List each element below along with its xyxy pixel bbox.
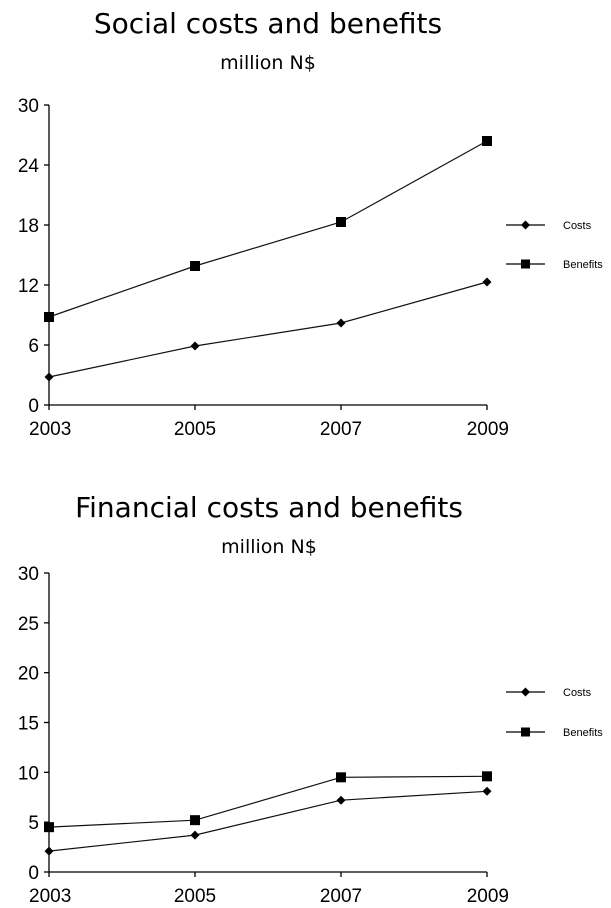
y-tick-label: 30 [18,564,39,585]
social-chart: Social costs and benefits million N$ 0 6 1… [18,7,603,440]
y-tick-label: 10 [18,763,39,784]
x-ticks: 2003 2005 2007 2009 [29,405,509,440]
legend: Costs Benefits [506,220,603,271]
x-ticks: 2003 2005 2007 2009 [29,872,509,907]
y-tick-label: 5 [28,813,39,834]
data-point-costs [44,372,54,382]
data-point-costs [190,830,200,840]
chart-title: Financial costs and benefits [75,491,463,524]
data-point-benefits [44,822,54,833]
x-tick-label: 2009 [467,419,509,440]
chart-title: Social costs and benefits [94,7,442,40]
data-point-benefits [482,136,492,146]
x-tick-label: 2003 [29,419,71,440]
series-group [44,771,492,856]
y-tick-label: 20 [18,664,39,685]
x-tick-label: 2003 [29,886,71,907]
legend-marker-costs [521,687,530,697]
x-tick-label: 2007 [320,419,362,440]
chart-subtitle: million N$ [220,52,316,74]
financial-chart: Financial costs and benefits million N$ … [18,491,603,907]
legend-label-benefits: Benefits [563,727,603,739]
legend: Costs Benefits [506,687,603,739]
y-tick-label: 6 [28,336,39,357]
y-tick-label: 24 [18,156,40,177]
data-point-benefits [482,771,492,782]
y-tick-label: 25 [18,614,39,635]
legend-marker-benefits [521,727,530,737]
y-tick-label: 0 [28,396,39,417]
y-tick-label: 0 [28,863,39,884]
legend-marker-benefits [521,259,530,269]
x-tick-label: 2007 [320,886,362,907]
data-point-costs [44,846,54,856]
y-ticks: 0 6 12 18 24 30 [18,96,49,417]
chart-subtitle: million N$ [221,536,317,558]
data-point-costs [482,786,492,796]
y-tick-label: 30 [18,96,39,117]
legend-label-costs: Costs [563,220,592,232]
legend-label-benefits: Benefits [563,259,603,271]
y-tick-label: 15 [18,714,39,735]
legend-label-costs: Costs [563,687,592,699]
y-ticks: 0 5 10 15 20 25 30 [18,564,49,884]
series-group [44,136,492,382]
x-tick-label: 2005 [174,419,216,440]
series-line-costs [48,790,488,852]
legend-marker-costs [521,220,530,230]
data-point-costs [482,277,492,287]
series-line-benefits [48,140,488,318]
data-point-costs [190,341,200,351]
data-point-benefits [336,772,346,783]
series-line-benefits [48,775,488,828]
x-tick-label: 2005 [174,886,216,907]
data-point-benefits [190,261,200,271]
data-point-costs [336,795,346,805]
data-point-benefits [336,217,346,227]
y-tick-label: 18 [18,216,39,237]
data-point-costs [336,318,346,328]
series-line-costs [48,281,488,378]
x-tick-label: 2009 [467,886,509,907]
data-point-benefits [44,312,54,322]
data-point-benefits [190,815,200,826]
y-tick-label: 12 [18,276,39,297]
